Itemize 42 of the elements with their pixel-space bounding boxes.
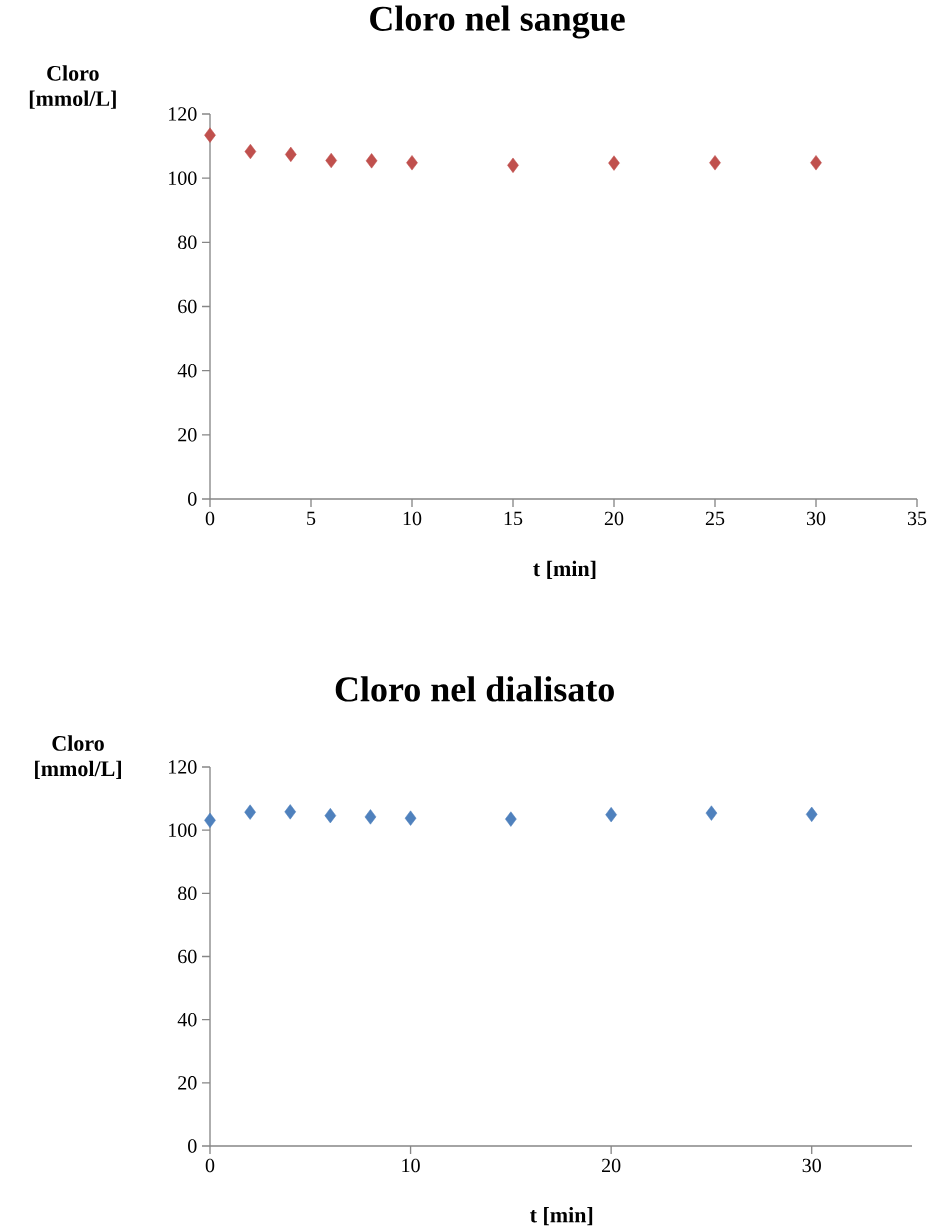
x-tick-label: 10 (402, 1158, 420, 1173)
x-axis-title: t [min] (529, 1207, 593, 1226)
y-tick-label: 60 (178, 949, 197, 964)
point (406, 155, 418, 171)
point (365, 153, 378, 169)
y-tick-label: 100 (169, 171, 197, 185)
y-tick-label: 100 (169, 823, 197, 837)
x-tick-label: 35 (907, 511, 927, 526)
y-tick-label: 120 (169, 107, 197, 121)
x-tick-label: 25 (705, 511, 725, 526)
point (244, 143, 257, 160)
point (810, 155, 822, 171)
x-tick-label: 0 (205, 1158, 215, 1173)
point (608, 155, 620, 171)
point (285, 146, 297, 163)
y-tick-label: 40 (177, 363, 197, 378)
x-tick-label: 30 (806, 511, 826, 526)
y-tick-label: 20 (178, 1076, 197, 1090)
point (325, 152, 337, 169)
x-tick-label: 30 (802, 1158, 821, 1173)
y-tick-label: 0 (188, 1139, 197, 1153)
y-axis-title: Cloro [mmol/L] (35, 735, 121, 779)
chart-title: Cloro nel sangue (370, 5, 625, 39)
x-axis-title: t [min] (533, 560, 596, 579)
point (204, 127, 216, 143)
y-axis-title: Cloro [mmol/L] (29, 65, 116, 109)
chart-title: Cloro nel dialisato (335, 676, 614, 702)
y-tick-label: 80 (178, 235, 197, 250)
x-tick-label: 20 (602, 1158, 621, 1173)
point (709, 155, 721, 171)
x-tick-label: 0 (205, 511, 215, 526)
y-tick-label: 120 (169, 760, 197, 774)
y-tick-label: 0 (188, 492, 197, 506)
y-tick-label: 60 (178, 299, 197, 314)
y-tick-label: 40 (177, 1012, 197, 1027)
x-tick-label: 10 (403, 511, 422, 526)
x-tick-label: 5 (307, 511, 316, 525)
y-tick-label: 20 (178, 428, 197, 442)
point (507, 157, 519, 173)
y-tick-label: 80 (178, 886, 197, 901)
x-tick-label: 20 (604, 511, 624, 526)
x-tick-label: 15 (504, 511, 523, 526)
